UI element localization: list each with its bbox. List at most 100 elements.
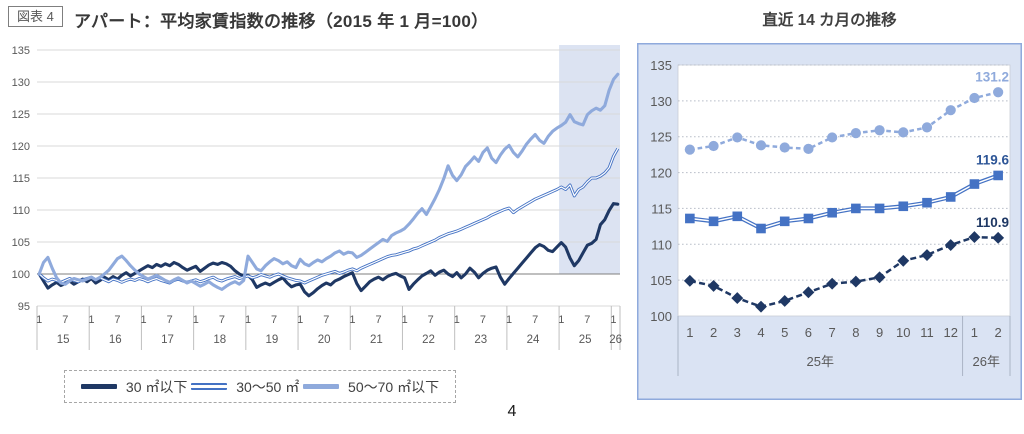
x-axis-month-label: 7 xyxy=(271,314,277,326)
y-axis-tick-label: 125 xyxy=(650,130,672,145)
x-axis-month-label: 7 xyxy=(584,314,590,326)
x-axis-year-label: 17 xyxy=(161,334,174,346)
plot-area xyxy=(677,64,1011,317)
marker-square-30-50sqm xyxy=(898,201,909,212)
marker-square-30-50sqm xyxy=(969,179,980,189)
marker-circle-50-70sqm xyxy=(898,127,909,138)
x-axis-year-label: 15 xyxy=(57,334,70,346)
marker-square-30-50sqm xyxy=(851,203,861,214)
legend-item-30-50sqm: 30～50 ㎡ xyxy=(191,377,299,397)
x-axis-year-label: 22 xyxy=(422,334,435,346)
marker-square-30-50sqm xyxy=(922,197,932,208)
series-line-inner-30-50sqm xyxy=(38,148,619,284)
y-axis-tick-label: 135 xyxy=(12,45,30,57)
legend-label-30-50sqm: 30～50 ㎡ xyxy=(236,378,300,395)
x-axis-month-label: 7 xyxy=(114,314,120,326)
x-axis-month-label: 8 xyxy=(852,325,859,340)
x-axis-month-label: 1 xyxy=(686,325,693,340)
marker-square-30-50sqm xyxy=(732,211,743,222)
x-axis-month-label: 12 xyxy=(943,325,957,340)
x-axis-month-label: 5 xyxy=(781,325,788,340)
marker-square-30-50sqm xyxy=(756,223,766,234)
marker-circle-50-70sqm xyxy=(850,128,861,139)
data-label-30-50sqm: 119.6 xyxy=(976,152,1010,167)
marker-circle-50-70sqm xyxy=(708,140,719,152)
marker-square-30-50sqm xyxy=(993,170,1003,181)
data-label-50-70sqm: 131.2 xyxy=(975,69,1009,84)
recent-chart-title: 直近 14 カ月の推移 xyxy=(762,12,897,29)
x-axis-month-label: 1 xyxy=(402,314,408,326)
x-axis-year-label: 20 xyxy=(318,334,331,346)
x-axis-year-label: 21 xyxy=(370,334,383,346)
x-axis-year-label: 25年 xyxy=(807,354,834,369)
legend-item-50-70sqm: 50～70 ㎡以下 xyxy=(303,377,439,397)
x-axis-year-label: 23 xyxy=(474,334,487,346)
x-axis-month-label: 1 xyxy=(141,314,147,326)
x-axis-month-label: 7 xyxy=(532,314,538,326)
y-axis-tick-label: 120 xyxy=(12,141,30,153)
x-axis-month-label: 1 xyxy=(297,314,303,326)
marker-circle-50-70sqm xyxy=(803,143,814,155)
y-axis-tick-label: 100 xyxy=(12,269,30,281)
marker-circle-50-70sqm xyxy=(732,132,743,143)
y-axis-tick-label: 120 xyxy=(650,166,672,181)
x-axis-month-label: 2 xyxy=(710,325,717,340)
y-axis-tick-label: 110 xyxy=(651,237,672,252)
x-axis-month-label: 4 xyxy=(757,325,764,340)
y-axis-tick-label: 115 xyxy=(651,201,672,216)
x-axis-month-label: 6 xyxy=(805,325,812,340)
marker-square-30-50sqm xyxy=(945,192,956,202)
x-axis-year-label: 18 xyxy=(213,334,226,346)
marker-circle-50-70sqm xyxy=(945,105,956,116)
x-axis-month-label: 7 xyxy=(323,314,329,326)
y-axis-tick-label: 125 xyxy=(12,109,30,121)
x-axis-month-label: 7 xyxy=(62,314,68,326)
x-axis-month-label: 1 xyxy=(971,325,978,340)
marker-square-30-50sqm xyxy=(779,216,790,227)
y-axis-tick-label: 100 xyxy=(650,309,672,324)
y-axis-tick-label: 95 xyxy=(18,301,30,313)
y-axis-tick-label: 105 xyxy=(12,237,30,249)
x-axis-year-label: 16 xyxy=(109,334,122,346)
y-axis-tick-label: 130 xyxy=(12,77,30,89)
x-axis-month-label: 10 xyxy=(896,325,910,340)
x-axis-month-label: 3 xyxy=(734,325,741,340)
x-axis-month-label: 1 xyxy=(193,314,199,326)
x-axis-month-label: 9 xyxy=(876,325,883,340)
series-line-50-70sqm xyxy=(37,72,620,291)
legend-swatch-under-30sqm xyxy=(80,384,117,389)
x-axis-month-label: 1 xyxy=(506,314,512,326)
x-axis-month-label: 1 xyxy=(558,314,564,326)
x-axis-month-label: 2 xyxy=(995,325,1002,340)
x-axis-month-label: 1 xyxy=(349,314,355,326)
x-axis-month-label: 7 xyxy=(480,314,486,326)
x-axis-year-label: 26年 xyxy=(973,354,1000,369)
series-line-under-30sqm xyxy=(37,202,620,298)
chart-legend: 30 ㎡以下 30～50 ㎡ 50～70 ㎡以下 xyxy=(64,370,456,403)
x-axis-month-label: 1 xyxy=(88,314,94,326)
y-axis-tick-label: 110 xyxy=(12,205,30,217)
y-axis-tick-label: 135 xyxy=(650,58,672,73)
marker-square-30-50sqm xyxy=(827,207,837,218)
marker-circle-50-70sqm xyxy=(993,87,1004,98)
figure-badge: 図表 4 xyxy=(8,6,63,27)
x-axis-month-label: 7 xyxy=(829,325,836,340)
marker-circle-50-70sqm xyxy=(827,132,838,143)
x-axis-month-label: 7 xyxy=(375,314,381,326)
legend-swatch-30-50sqm xyxy=(191,383,228,390)
y-axis-tick-label: 105 xyxy=(650,273,672,288)
legend-label-under-30sqm: 30 ㎡以下 xyxy=(125,378,188,395)
y-axis-tick-label: 130 xyxy=(650,94,672,109)
page-number: 4 xyxy=(507,403,517,420)
y-axis-tick-label: 115 xyxy=(12,173,30,185)
legend-swatch-50-70sqm xyxy=(303,384,340,389)
x-axis-year-label: 26 xyxy=(609,334,622,346)
marker-square-30-50sqm xyxy=(685,213,695,224)
x-axis-month-label: 1 xyxy=(36,314,42,326)
x-axis-month-label: 11 xyxy=(920,325,934,340)
highlight-region xyxy=(559,45,620,274)
marker-circle-50-70sqm xyxy=(779,142,790,153)
x-axis-year-label: 19 xyxy=(266,334,279,346)
series-line-30-50sqm xyxy=(38,147,620,285)
